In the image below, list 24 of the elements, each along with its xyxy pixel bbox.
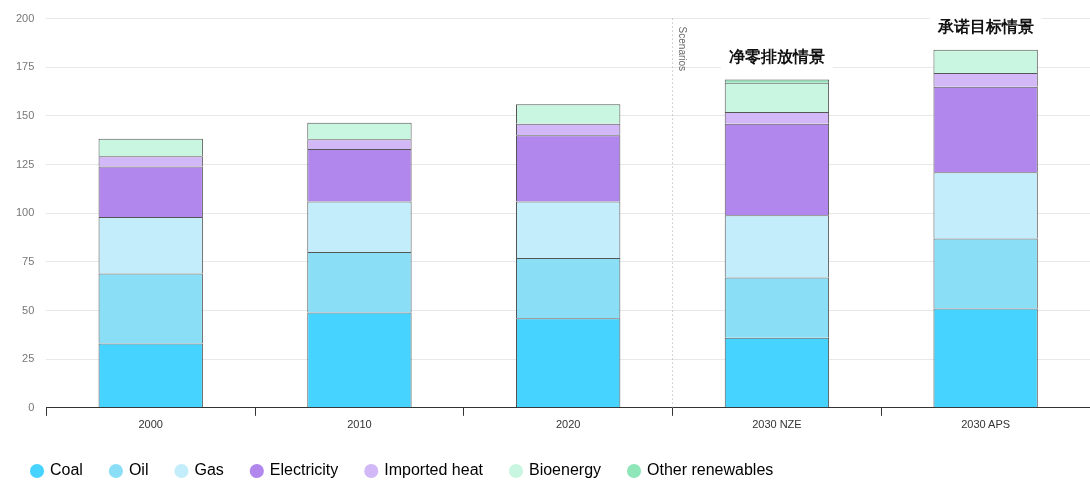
annotation: 承诺目标情景 <box>936 16 1034 36</box>
y-tick-label: 0 <box>28 400 35 413</box>
legend-label: Oil <box>128 461 149 479</box>
y-tick-label: 25 <box>22 352 35 365</box>
y-tick-label: 50 <box>22 303 35 316</box>
x-tick-label: 2030 APS <box>961 418 1011 431</box>
legend-label: Bioenergy <box>528 461 602 479</box>
x-tick-label: 2030 NZE <box>752 418 802 431</box>
legend-label: Coal <box>50 461 83 479</box>
legend-label: Imported heat <box>384 461 484 479</box>
legend-label: Electricity <box>269 461 339 479</box>
ref-line-label: Scenarios <box>676 26 688 72</box>
x-tick-label: 2000 <box>138 418 163 431</box>
y-tick-label: 175 <box>15 60 35 73</box>
y-tick-label: 150 <box>15 108 35 121</box>
y-tick-label: 75 <box>22 254 35 267</box>
y-tick-label: 200 <box>15 11 35 24</box>
x-tick-label: 2020 <box>555 418 581 431</box>
y-tick-label: 100 <box>15 206 35 219</box>
legend-label: Gas <box>194 461 224 479</box>
x-tick-label: 2010 <box>347 418 372 431</box>
annotation: 净零排放情景 <box>728 46 825 66</box>
legend-label: Other renewables <box>647 461 774 479</box>
y-tick-label: 125 <box>15 157 35 170</box>
